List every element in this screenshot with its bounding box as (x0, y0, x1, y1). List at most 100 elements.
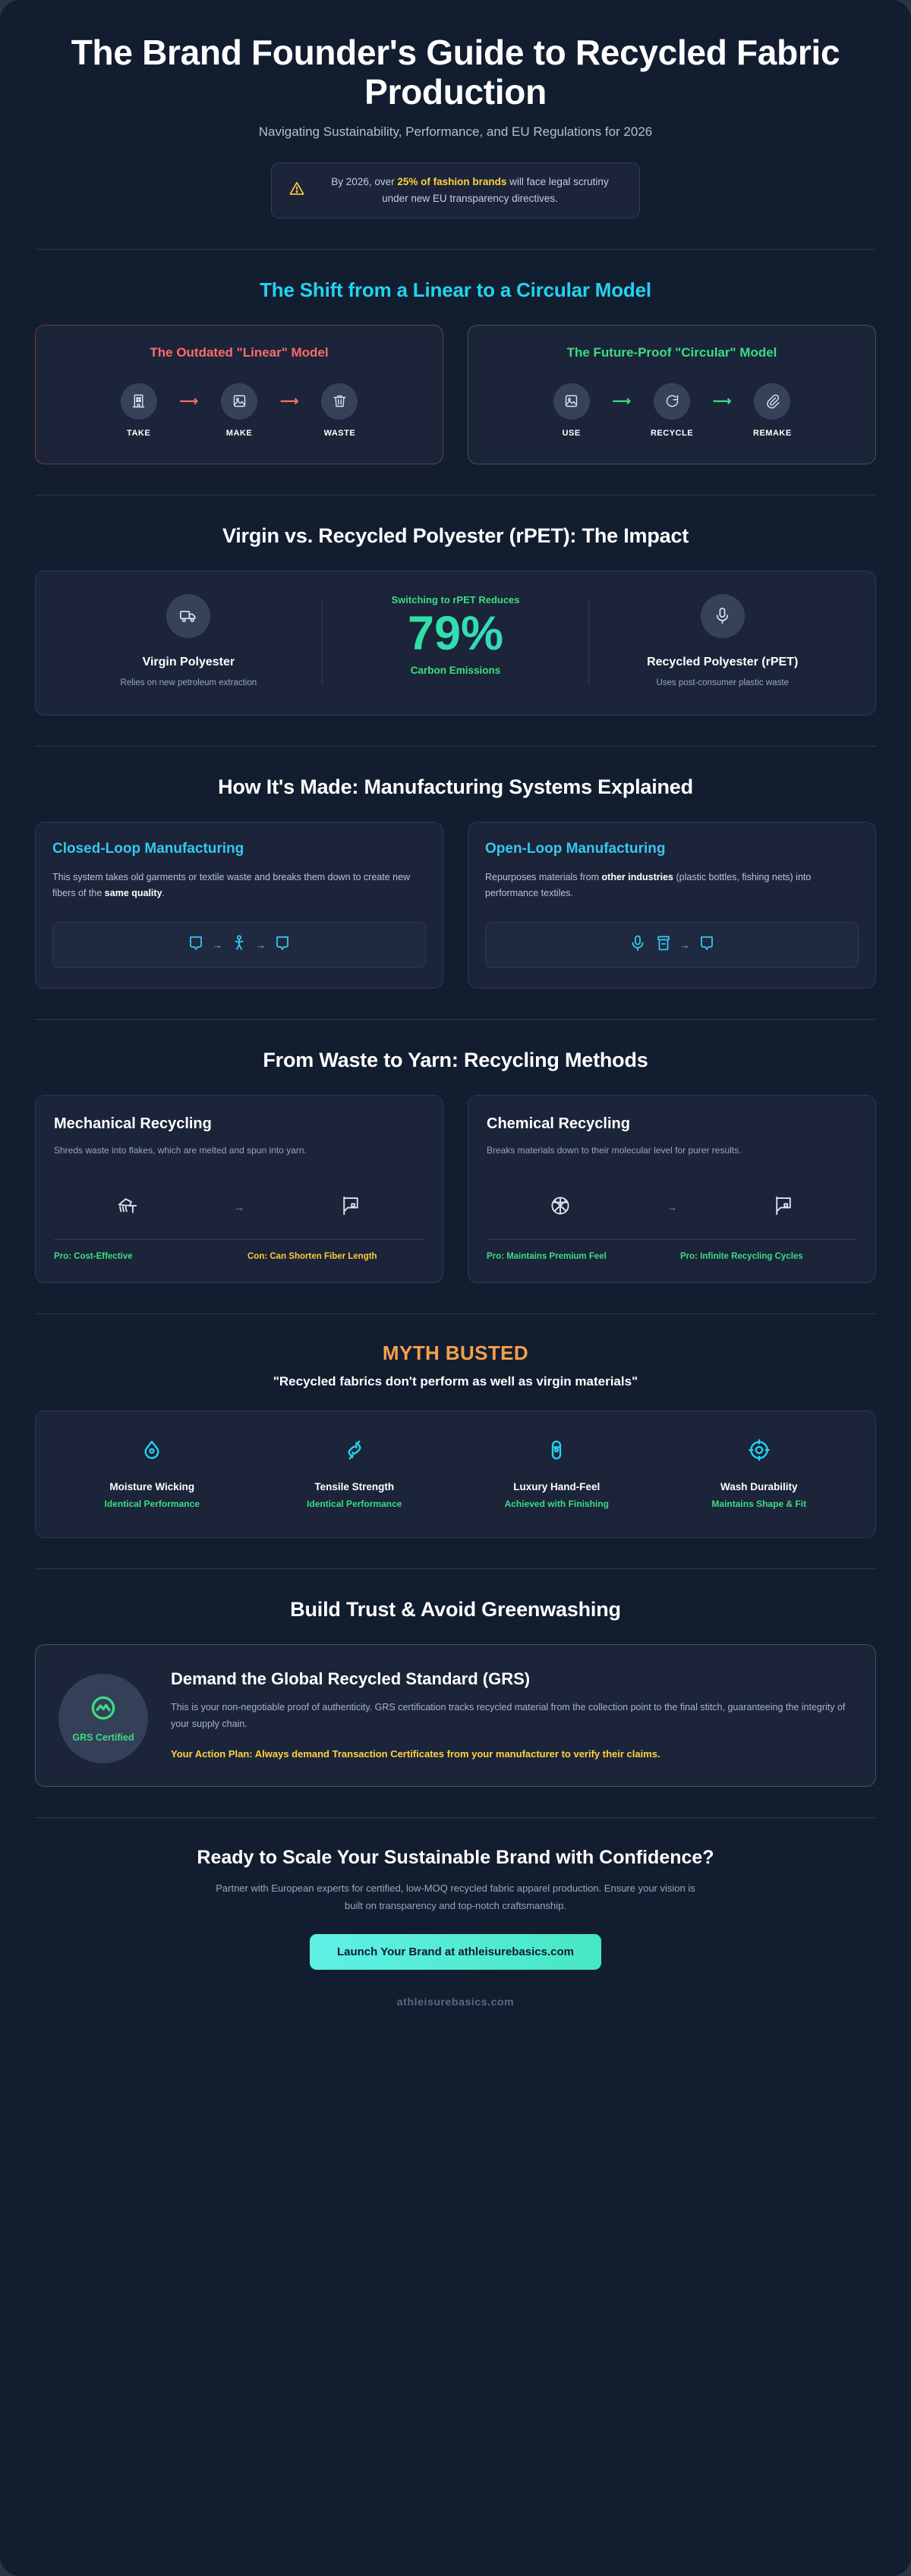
myth-item: Luxury Hand-Feel Achieved with Finishing (456, 1434, 658, 1511)
closed-loop-body: This system takes old garments or textil… (52, 871, 411, 899)
impact-title: Virgin vs. Recycled Polyester (rPET): Th… (222, 524, 689, 547)
vertical-divider (321, 598, 323, 684)
trust-section: Build Trust & Avoid Greenwashing GRS Cer… (0, 1598, 911, 1787)
virgin-polyester-name: Virgin Polyester (142, 655, 235, 668)
flow-step: MAKE (203, 382, 276, 438)
chemical-recycling-tags: Pro: Maintains Premium Feel Pro: Infinit… (487, 1250, 857, 1263)
flag-icon (772, 1194, 795, 1221)
arrow-icon: → (679, 939, 690, 951)
link-icon (260, 1434, 450, 1466)
divider (35, 1313, 876, 1315)
target-icon (664, 1434, 855, 1466)
grs-badge: GRS Certified (58, 1673, 148, 1763)
divider (54, 1238, 424, 1240)
archive-icon (654, 934, 673, 956)
grs-body: This is your non-negotiable proof of aut… (171, 1701, 846, 1729)
cta-body: Partner with European experts for certif… (216, 1882, 695, 1911)
arrow-icon: ⟶ (612, 393, 631, 408)
impact-section: Virgin vs. Recycled Polyester (rPET): Th… (0, 524, 911, 716)
divider (35, 1568, 876, 1569)
divider (35, 745, 876, 747)
flow-step-label: MAKE (225, 428, 253, 438)
myth-quote: "Recycled fabrics don't perform as well … (273, 1374, 638, 1389)
tag-con: Con: Can Shorten Fiber Length (247, 1251, 377, 1261)
myth-item-name: Moisture Wicking (109, 1481, 195, 1493)
trash-icon (321, 382, 358, 420)
chemical-recycling-icons: → (487, 1175, 857, 1236)
tag-icon (698, 934, 716, 956)
flow-step-label: USE (562, 428, 581, 438)
arrow-icon: ⟶ (280, 393, 299, 408)
flow-step: WASTE (303, 382, 376, 438)
recycled-polyester-pane: Recycled Polyester (rPET) Uses post-cons… (589, 593, 856, 689)
recycle-icon (89, 1694, 118, 1726)
stat-bottom-label: Carbon Emissions (410, 665, 501, 677)
flow-step-label: RECYCLE (650, 428, 694, 438)
myth-item: Moisture Wicking Identical Performance (51, 1434, 254, 1511)
stat-value: 79% (333, 607, 578, 661)
building-icon (120, 382, 157, 420)
arrow-icon: ⟶ (179, 393, 198, 408)
myth-item-name: Wash Durability (720, 1481, 798, 1493)
paperclip-icon (754, 382, 791, 420)
launch-brand-button[interactable]: Launch Your Brand at athleisurebasics.co… (309, 1933, 602, 1970)
recycled-polyester-desc: Uses post-consumer plastic waste (656, 678, 789, 687)
tag-pro: Pro: Infinite Recycling Cycles (680, 1251, 803, 1261)
recycled-polyester-name: Recycled Polyester (rPET) (647, 655, 799, 668)
truck-icon (166, 593, 211, 638)
battery-icon (462, 1434, 652, 1466)
cta-section: Ready to Scale Your Sustainable Brand wi… (0, 1818, 911, 2008)
flow-step: REMAKE (736, 382, 809, 438)
divider (487, 1238, 857, 1240)
warning-triangle-icon (288, 180, 305, 200)
mechanical-recycling-desc: Shreds waste into flakes, which are melt… (54, 1144, 307, 1156)
arrow-icon: ⟶ (713, 393, 732, 408)
microphone-icon (629, 934, 647, 956)
flow-step: RECYCLE (635, 382, 708, 438)
myth-item: Tensile Strength Identical Performance (254, 1434, 456, 1511)
myth-item: Wash Durability Maintains Shape & Fit (658, 1434, 861, 1511)
circular-flow: USE ⟶ RECYCLE ⟶ (487, 380, 857, 444)
myth-item-value: Achieved with Finishing (504, 1499, 609, 1510)
impact-card: Virgin Polyester Relies on new petroleum… (35, 570, 876, 716)
molecule-icon (549, 1194, 572, 1221)
linear-model-title: The Outdated "Linear" Model (150, 344, 329, 360)
closed-loop-title: Closed-Loop Manufacturing (52, 840, 244, 857)
myth-item-value: Identical Performance (104, 1499, 200, 1510)
page-title: The Brand Founder's Guide to Recycled Fa… (71, 33, 840, 112)
linear-flow: TAKE ⟶ MAKE ⟶ (54, 380, 424, 444)
manufacturing-section: How It's Made: Manufacturing Systems Exp… (0, 775, 911, 989)
chemical-recycling-desc: Breaks materials down to their molecular… (487, 1144, 742, 1156)
myth-item-name: Luxury Hand-Feel (513, 1481, 601, 1493)
arrow-icon: → (233, 1201, 244, 1214)
refresh-icon (654, 382, 690, 420)
tag-pro: Pro: Maintains Premium Feel (487, 1251, 607, 1261)
stat-pane: Switching to rPET Reduces 79% Carbon Emi… (323, 594, 589, 689)
myth-item-value: Identical Performance (307, 1499, 402, 1510)
brand-footer: athleisurebasics.com (396, 1995, 515, 2008)
myth-item-value: Maintains Shape & Fit (711, 1499, 807, 1510)
image-icon (221, 382, 257, 420)
flag-icon (339, 1194, 362, 1221)
flow-step: USE (535, 382, 608, 438)
grs-card: GRS Certified Demand the Global Recycled… (35, 1643, 876, 1787)
grs-heading: Demand the Global Recycled Standard (GRS… (171, 1669, 531, 1688)
virgin-polyester-pane: Virgin Polyester Relies on new petroleum… (55, 593, 322, 689)
grs-content: Demand the Global Recycled Standard (GRS… (171, 1666, 853, 1763)
linear-model-card: The Outdated "Linear" Model TAKE (35, 324, 443, 464)
myth-heading: MYTH BUSTED (382, 1341, 529, 1365)
myth-section: MYTH BUSTED "Recycled fabrics don't perf… (0, 1341, 911, 1538)
vertical-divider (588, 598, 590, 684)
hero-section: The Brand Founder's Guide to Recycled Fa… (0, 0, 911, 219)
mechanical-recycling-tags: Pro: Cost-Effective Con: Can Shorten Fib… (54, 1250, 424, 1263)
shredder-icon (116, 1194, 139, 1221)
image-icon (553, 382, 590, 420)
recycling-title: From Waste to Yarn: Recycling Methods (263, 1048, 648, 1071)
divider (35, 1018, 876, 1020)
flow-step: TAKE (102, 382, 175, 438)
flow-step-label: REMAKE (753, 428, 792, 438)
open-loop-body: Repurposes materials from other industri… (485, 871, 812, 899)
cta-heading: Ready to Scale Your Sustainable Brand wi… (197, 1846, 714, 1868)
grs-action-plan: Your Action Plan: Always demand Transact… (171, 1748, 660, 1760)
grs-badge-label: GRS Certified (72, 1732, 134, 1744)
